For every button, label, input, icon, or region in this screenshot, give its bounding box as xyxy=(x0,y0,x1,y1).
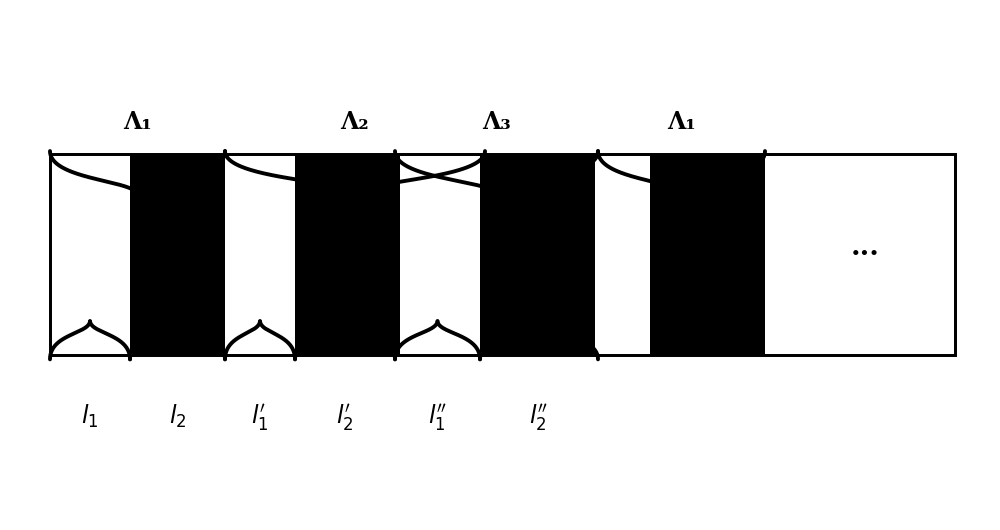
Text: $l_2''$: $l_2''$ xyxy=(529,403,549,433)
Text: $l_1$: $l_1$ xyxy=(81,403,99,430)
Bar xyxy=(50,154,955,355)
Text: $l_1'$: $l_1'$ xyxy=(251,403,269,433)
Text: $l_2$: $l_2$ xyxy=(169,403,186,430)
Bar xyxy=(650,154,765,355)
Bar xyxy=(50,154,955,355)
Text: $l_1''$: $l_1''$ xyxy=(428,403,447,433)
Text: Λ₂: Λ₂ xyxy=(341,110,369,134)
Text: $l_2'$: $l_2'$ xyxy=(336,403,354,433)
Bar xyxy=(130,154,225,355)
Bar xyxy=(295,154,400,355)
Bar xyxy=(480,154,595,355)
Text: Λ₃: Λ₃ xyxy=(482,110,511,134)
Text: ···: ··· xyxy=(851,241,879,268)
Text: Λ₁: Λ₁ xyxy=(667,110,696,134)
Text: Λ₁: Λ₁ xyxy=(123,110,152,134)
